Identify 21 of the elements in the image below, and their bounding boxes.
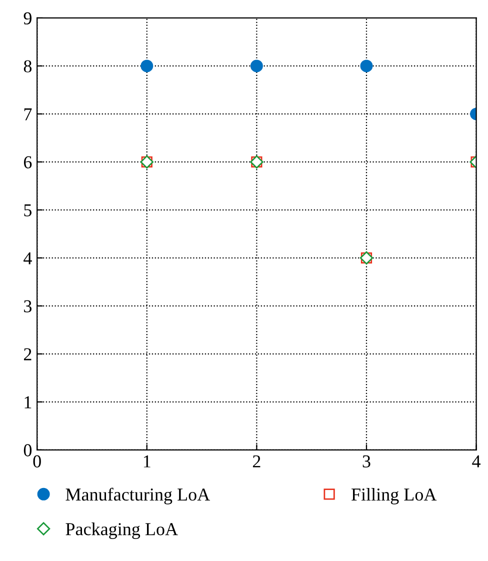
y-tick-label: 5 xyxy=(24,204,32,216)
legend-label: Manufacturing LoA xyxy=(66,488,210,504)
point xyxy=(250,60,263,72)
x-tick-label: 0 xyxy=(33,455,41,468)
point xyxy=(140,60,154,72)
y-tick-label: 2 xyxy=(24,348,32,360)
y-tick-label: 0 xyxy=(24,444,32,456)
y-tick-label: 1 xyxy=(24,396,32,408)
legend-label: Filling LoA xyxy=(351,488,437,504)
y-tick-label: 6 xyxy=(24,156,32,168)
y-tick-label: 3 xyxy=(24,300,32,312)
y-tick-label: 9 xyxy=(24,12,32,24)
x-tick-label: 4 xyxy=(472,455,481,468)
y-tick-label: 4 xyxy=(24,252,32,264)
point xyxy=(360,60,373,72)
x-tick-label: 1 xyxy=(144,455,150,468)
x-tick-label: 2 xyxy=(252,455,260,468)
x-tick-label: 3 xyxy=(362,455,370,468)
y-tick-label: 7 xyxy=(24,108,32,120)
legend-label: Packaging LoA xyxy=(66,522,178,539)
y-tick-label: 8 xyxy=(24,60,32,72)
